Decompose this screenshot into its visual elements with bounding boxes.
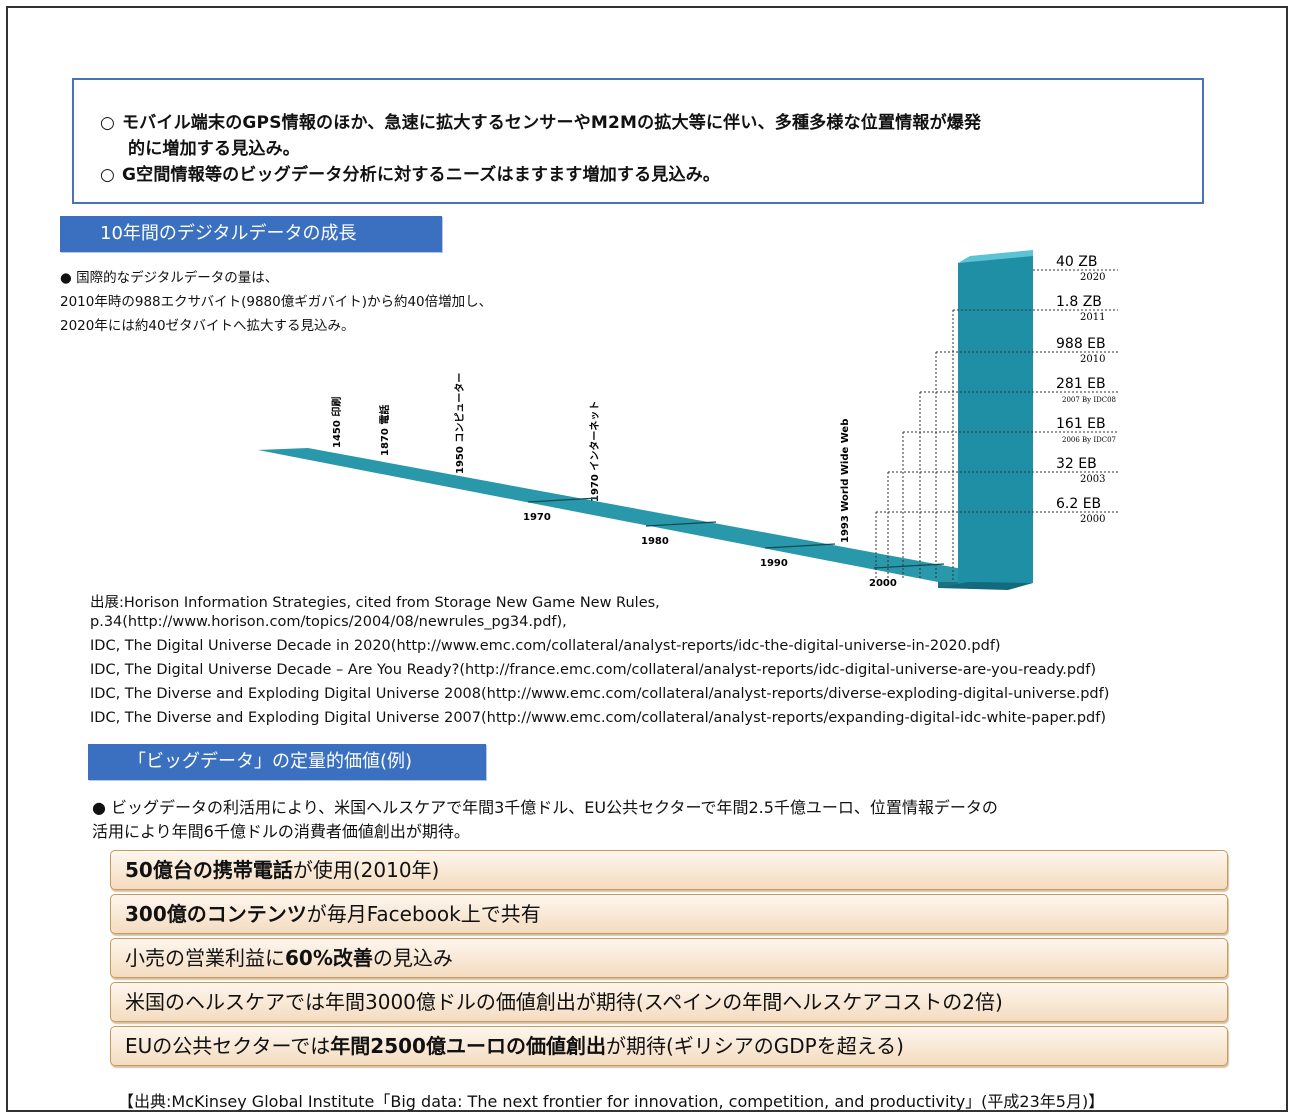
value-label: 1.8 ZB xyxy=(1056,294,1102,310)
source-line-4: IDC, The Digital Universe Decade – Are Y… xyxy=(90,662,1097,678)
decade-label: 2000 xyxy=(869,578,897,589)
value-year-label: 2006 By IDC07 xyxy=(1062,436,1116,444)
summary-box: ○ モバイル端末のGPS情報のほか、急速に拡大するセンサーやM2Mの拡大等に伴い、… xyxy=(72,78,1204,204)
value-box-mobile-phones: 50億台の携帯電話が使用(2010年) xyxy=(110,850,1228,890)
decade-tick xyxy=(527,497,599,503)
value-box-eu-public-sector: EUの公共セクターでは年間2500億ユーロの価値創出が期待(ギリシアのGDPを超… xyxy=(110,1026,1228,1066)
decade-tick xyxy=(873,563,945,569)
bullet-circle-icon: ○ xyxy=(100,165,116,185)
source-line-1: 出展:Horison Information Strategies, cited… xyxy=(90,595,660,611)
decade-label: 1980 xyxy=(641,536,669,547)
value-year-label: 2011 xyxy=(1080,312,1105,323)
summary-line-1: ○ モバイル端末のGPS情報のほか、急速に拡大するセンサーやM2Mの拡大等に伴い、… xyxy=(100,113,982,133)
decade-label: 1990 xyxy=(760,558,788,569)
growth-note-line-1: ● 国際的なデジタルデータの量は、 xyxy=(60,270,279,286)
value-year-label: 2020 xyxy=(1080,272,1105,283)
value-label: 988 EB xyxy=(1056,336,1106,352)
event-label: 1993 World Wide Web xyxy=(840,419,851,543)
value-label: 161 EB xyxy=(1056,416,1106,432)
event-label: 1950 コンピューター xyxy=(454,373,466,474)
section-tab-big-data-value: 「ビッグデータ」の定量的価値(例) xyxy=(88,744,486,780)
source-line-5: IDC, The Diverse and Exploding Digital U… xyxy=(90,686,1110,702)
growth-note-line-2: 2010年時の988エクサバイト(9880億ギガバイト)から約40倍増加し、 xyxy=(60,294,493,310)
value-box-retail-profit: 小売の営業利益に60%改善の見込み xyxy=(110,938,1228,978)
decade-tick xyxy=(764,543,836,549)
bar-top-face xyxy=(958,250,1033,263)
growth-note-line-3: 2020年には約40ゼタバイトへ拡大する見込み。 xyxy=(60,318,355,334)
value-label: 32 EB xyxy=(1056,456,1097,472)
value-year-label: 2010 xyxy=(1080,354,1105,365)
source-line-6: IDC, The Diverse and Exploding Digital U… xyxy=(90,710,1106,726)
event-label: 1870 電話 xyxy=(378,405,391,456)
bar-front-face xyxy=(958,250,1033,586)
value-note-line-1: ● ビッグデータの利活用により、米国ヘルスケアで年間3千億ドル、EU公共セクター… xyxy=(92,798,998,817)
event-label: 1450 印刷 xyxy=(330,397,343,448)
value-year-label: 2003 xyxy=(1080,474,1105,485)
source-line-3: IDC, The Digital Universe Decade in 2020… xyxy=(90,638,1001,654)
digital-growth-chart: 1450 印刷 1870 電話 1950 コンピューター 1970 インターネット 19… xyxy=(258,250,1118,590)
value-label: 6.2 EB xyxy=(1056,496,1101,512)
value-note-line-2: 活用により年間6千億ドルの消費者価値創出が期待。 xyxy=(92,822,470,841)
summary-line-1-cont: 的に増加する見込み。 xyxy=(128,139,300,159)
value-label: 281 EB xyxy=(1056,376,1106,392)
source-line-2: p.34(http://www.horison.com/topics/2004/… xyxy=(90,614,567,630)
section-tab-digital-growth: 10年間のデジタルデータの成長 xyxy=(60,216,442,252)
value-box-facebook-content: 300億のコンテンツが毎月Facebook上で共有 xyxy=(110,894,1228,934)
value-box-us-healthcare: 米国のヘルスケアでは年間3000億ドルの価値創出が期待(スペインの年間ヘルスケア… xyxy=(110,982,1228,1022)
event-label: 1970 インターネット xyxy=(589,401,601,502)
value-year-label: 2007 By IDC08 xyxy=(1062,396,1116,404)
timeline-ribbon xyxy=(258,448,968,582)
bullet-circle-icon: ○ xyxy=(100,113,116,133)
bar-base xyxy=(938,582,1033,590)
footnote-source: 【出典:McKinsey Global Institute「Big data: … xyxy=(118,1092,1105,1111)
decade-tick xyxy=(645,521,717,527)
decade-label: 1970 xyxy=(523,512,551,523)
page-frame: ○ モバイル端末のGPS情報のほか、急速に拡大するセンサーやM2Mの拡大等に伴い、… xyxy=(6,6,1288,1112)
value-label: 40 ZB xyxy=(1056,254,1097,270)
value-year-label: 2000 xyxy=(1080,514,1105,525)
summary-line-2: ○ G空間情報等のビッグデータ分析に対するニーズはますます増加する見込み。 xyxy=(100,165,721,185)
